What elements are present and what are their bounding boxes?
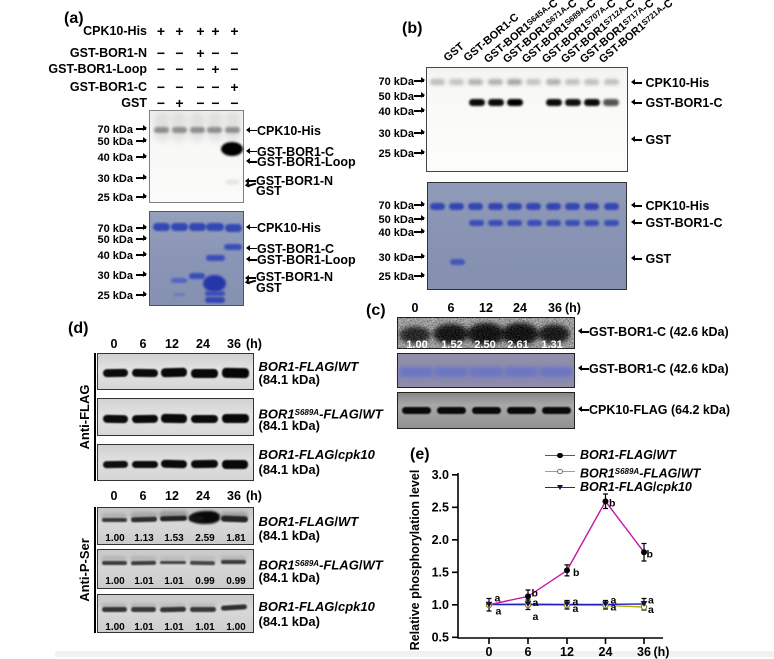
svg-text:a: a: [533, 597, 539, 609]
svg-text:2.5: 2.5: [432, 501, 449, 515]
svg-text:1.0: 1.0: [432, 598, 449, 612]
svg-text:a: a: [573, 603, 579, 615]
svg-text:3.0: 3.0: [432, 468, 449, 482]
svg-text:1.00: 1.00: [406, 339, 427, 349]
svg-text:0: 0: [486, 645, 493, 659]
svg-text:2.61: 2.61: [507, 339, 528, 349]
svg-text:1.31: 1.31: [541, 339, 562, 349]
svg-text:b: b: [609, 498, 615, 510]
svg-text:b: b: [573, 567, 579, 579]
svg-text:b: b: [532, 588, 538, 600]
svg-text:0.5: 0.5: [432, 631, 449, 645]
svg-text:12: 12: [560, 645, 574, 659]
svg-text:a: a: [533, 611, 539, 623]
svg-text:a: a: [611, 602, 617, 614]
svg-text:1.5: 1.5: [432, 566, 449, 580]
svg-text:24: 24: [599, 645, 613, 659]
svg-text:6: 6: [525, 645, 532, 659]
svg-text:1.52: 1.52: [441, 339, 462, 349]
svg-text:36: 36: [637, 645, 651, 659]
svg-text:2.50: 2.50: [474, 339, 495, 349]
svg-text:(h): (h): [654, 645, 670, 659]
svg-text:a: a: [648, 604, 654, 616]
svg-text:a: a: [495, 593, 501, 605]
svg-text:a: a: [648, 595, 654, 607]
svg-text:2.0: 2.0: [432, 533, 449, 547]
svg-text:a: a: [611, 595, 617, 607]
svg-text:b: b: [647, 549, 653, 561]
svg-text:a: a: [573, 596, 579, 608]
svg-text:a: a: [496, 606, 502, 618]
